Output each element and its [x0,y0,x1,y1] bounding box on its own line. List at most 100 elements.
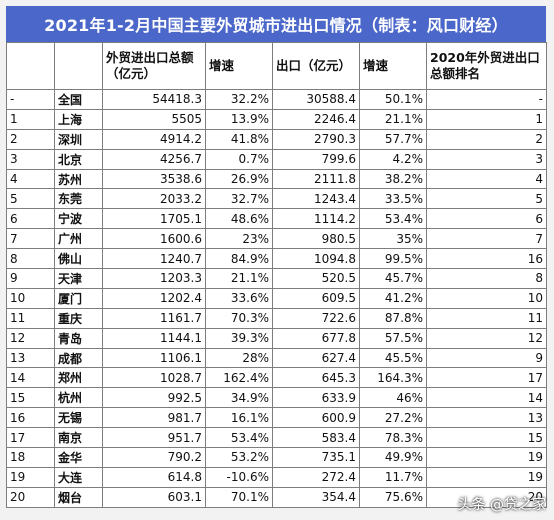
cell-growth: 32.2% [205,89,273,110]
cell-city: 重庆 [54,307,103,329]
cell-export-growth: 50.1% [359,89,427,110]
cell-city: 东莞 [54,188,103,210]
cell-export: 2111.8 [272,168,360,190]
cell-export-growth: 164.3% [359,367,427,389]
cell-city: 大连 [54,466,103,488]
cell-total: 1203.3 [102,268,206,289]
cell-export-growth: 49.9% [359,447,427,468]
cell-export: 1243.4 [272,188,360,210]
header-export: 出口（亿元） [272,42,360,90]
cell-export-growth: 57.5% [359,327,427,349]
cell-rank-2020: 6 [426,208,547,230]
table-row: 12 青岛 1144.1 39.3% 677.8 57.5% 12 [6,327,547,349]
cell-rank-2020: 20 [426,486,547,508]
cell-export-growth: 11.7% [359,466,427,488]
cell-city: 郑州 [54,367,103,389]
cell-total: 1144.1 [102,327,206,349]
table-row: 10 厦门 1202.4 33.6% 609.5 41.2% 10 [6,287,547,309]
cell-city: 深圳 [54,128,103,150]
cell-export-growth: 53.4% [359,208,427,230]
cell-total: 614.8 [102,466,206,488]
cell-total: 4256.7 [102,148,206,170]
cell-growth: 16.1% [205,407,273,429]
cell-export-growth: 78.3% [359,427,427,449]
cell-rank: 18 [6,447,55,468]
cell-export-growth: 35% [359,228,427,250]
cell-growth: 41.8% [205,128,273,150]
cell-rank-2020: 16 [426,248,547,270]
cell-total: 1202.4 [102,287,206,309]
table-row: 6 宁波 1705.1 48.6% 1114.2 53.4% 6 [6,208,547,230]
table-row: 8 佛山 1240.7 84.9% 1094.8 99.5% 16 [6,248,547,270]
cell-export: 520.5 [272,268,360,289]
cell-rank-2020: 19 [426,466,547,488]
table-row: 13 成都 1106.1 28% 627.4 45.5% 9 [6,347,547,369]
cell-growth: 53.4% [205,427,273,449]
cell-city: 成都 [54,347,103,369]
cell-rank-2020: 14 [426,387,547,409]
table-row: 19 大连 614.8 -10.6% 272.4 11.7% 19 [6,466,547,488]
cell-total: 1705.1 [102,208,206,230]
cell-total: 790.2 [102,447,206,468]
table-row: 17 南京 951.7 53.4% 583.4 78.3% 15 [6,427,547,449]
cell-city: 广州 [54,228,103,250]
cell-export-growth: 33.5% [359,188,427,210]
cell-growth: 48.6% [205,208,273,230]
cell-growth: 70.3% [205,307,273,329]
trade-table: 外贸进出口总额（亿元） 增速 出口（亿元） 增速 2020年外贸进出口总额排名 … [6,42,547,508]
cell-city: 全国 [54,89,103,110]
cell-export-growth: 27.2% [359,407,427,429]
cell-rank: 15 [6,387,55,409]
cell-growth: 26.9% [205,168,273,190]
cell-growth: -10.6% [205,466,273,488]
cell-export: 272.4 [272,466,360,488]
table-row: - 全国 54418.3 32.2% 30588.4 50.1% - [6,89,547,110]
cell-export: 609.5 [272,287,360,309]
cell-export: 2246.4 [272,108,360,130]
table-row: 16 无锡 981.7 16.1% 600.9 27.2% 13 [6,407,547,429]
cell-growth: 32.7% [205,188,273,210]
cell-city: 厦门 [54,287,103,309]
cell-export-growth: 87.8% [359,307,427,329]
cell-rank: 3 [6,148,55,170]
cell-growth: 53.2% [205,447,273,468]
cell-export: 627.4 [272,347,360,369]
cell-export-growth: 45.5% [359,347,427,369]
watermark-text: 头条 @贷之家 [457,497,546,513]
cell-city: 北京 [54,148,103,170]
cell-growth: 70.1% [205,486,273,508]
cell-export: 645.3 [272,367,360,389]
cell-rank-2020: 11 [426,307,547,329]
cell-rank-2020: 13 [426,407,547,429]
watermark: 头条 @贷之家 [458,494,546,514]
header-rank-2020: 2020年外贸进出口总额排名 [426,42,547,90]
table-row: 14 郑州 1028.7 162.4% 645.3 164.3% 17 [6,367,547,389]
cell-city: 苏州 [54,168,103,190]
cell-rank: - [6,89,55,110]
cell-export: 354.4 [272,486,360,508]
table-row: 15 杭州 992.5 34.9% 633.9 46% 14 [6,387,547,409]
table-row: 11 重庆 1161.7 70.3% 722.6 87.8% 11 [6,307,547,329]
cell-rank: 11 [6,307,55,329]
header-city [54,42,103,90]
cell-rank-2020: 10 [426,287,547,309]
cell-total: 1161.7 [102,307,206,329]
table-row: 4 苏州 3538.6 26.9% 2111.8 38.2% 4 [6,168,547,190]
cell-rank: 16 [6,407,55,429]
table-body: - 全国 54418.3 32.2% 30588.4 50.1% -1 上海 5505 13.9%… [6,89,547,508]
cell-rank-2020: 15 [426,427,547,449]
cell-export-growth: 21.1% [359,108,427,130]
header-total: 外贸进出口总额（亿元） [102,42,206,90]
cell-rank: 8 [6,248,55,270]
cell-total: 1028.7 [102,367,206,389]
cell-growth: 162.4% [205,367,273,389]
cell-city: 上海 [54,108,103,130]
table-row: 5 东莞 2033.2 32.7% 1243.4 33.5% 5 [6,188,547,210]
cell-total: 981.7 [102,407,206,429]
cell-rank: 19 [6,466,55,488]
table-row: 1 上海 5505 13.9% 2246.4 21.1% 1 [6,108,547,130]
cell-rank-2020: 1 [426,108,547,130]
table-row: 9 天津 1203.3 21.1% 520.5 45.7% 8 [6,268,547,289]
cell-export: 600.9 [272,407,360,429]
